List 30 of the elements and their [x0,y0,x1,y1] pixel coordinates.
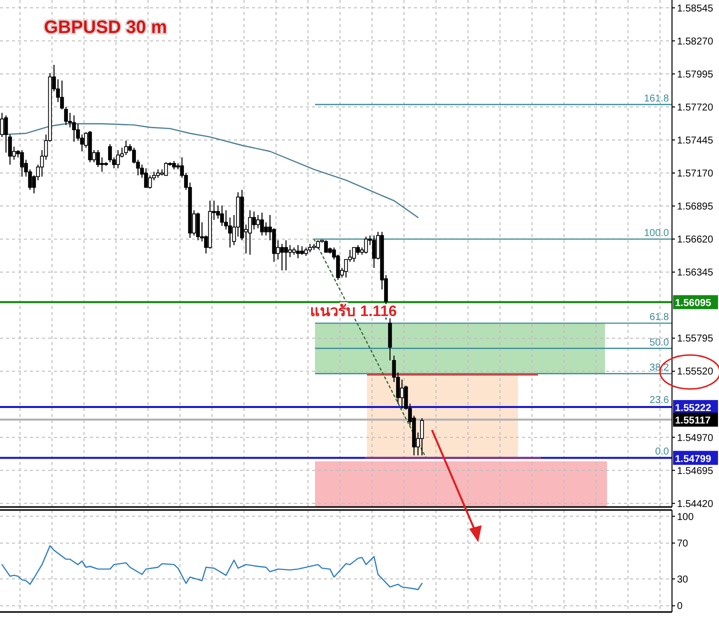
ref-line-label: 1.55117 [675,416,712,427]
y-tick-label: 1.54695 [677,466,714,477]
y-tick-label: 1.54970 [677,432,714,444]
y-tick-label: 1.57995 [677,69,714,80]
ref-line-label: 1.54799 [675,454,712,465]
y-tick-label: 1.56345 [677,268,714,279]
y-tick-label: 1.56620 [677,234,714,246]
y-tick-label: 1.55520 [677,366,714,378]
annotation: 23.6 [650,395,670,406]
ref-line-label: 1.55222 [675,403,712,414]
y-tick-label: 1.55795 [677,334,714,345]
y-tick-label: 1.54420 [677,498,714,510]
annotation: 161.8 [644,94,670,105]
annotation: 0.0 [655,446,670,458]
y-tick-label: 1.57170 [677,168,714,180]
y-tick-label: 100 [677,512,694,523]
y-tick-label: 1.58545 [677,3,714,14]
text: GBPUSD 30 m [44,17,168,37]
annotation: 50.0 [650,337,670,348]
y-tick-label: 1.57445 [677,135,714,146]
y-tick-label: 0 [677,601,683,612]
annotation: 100.0 [644,228,670,240]
y-tick-label: 1.56895 [677,202,714,213]
y-tick-label: 70 [677,538,689,550]
y-tick-label: 1.57720 [677,102,714,114]
annotation: 61.8 [650,312,670,324]
y-tick-label: 1.58270 [677,36,714,48]
line-series [1,545,423,590]
ref-line-label: 1.56095 [675,298,712,310]
y-tick-label: 30 [677,574,689,586]
